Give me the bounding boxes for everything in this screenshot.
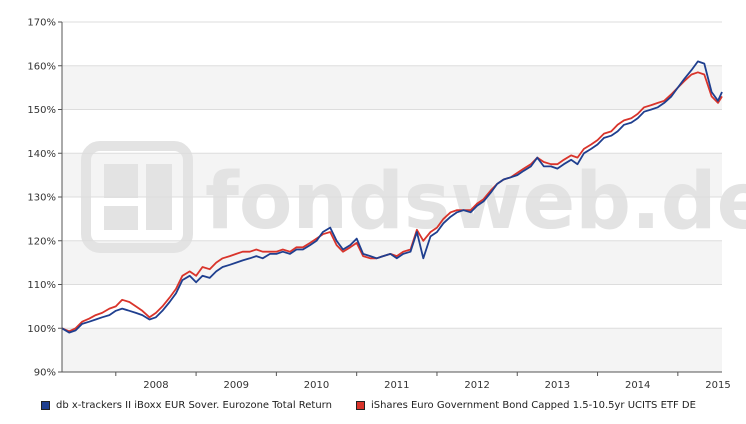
x-tick-label: 2009 [224, 380, 249, 391]
legend-label-series-2: iShares Euro Government Bond Capped 1.5-… [370, 400, 696, 411]
y-tick-label: 130% [27, 193, 56, 204]
series-line-1 [61, 60, 723, 334]
legend-item-series-2[interactable]: iShares Euro Government Bond Capped 1.5-… [355, 400, 696, 411]
plot-band [62, 22, 722, 66]
x-tick-label: 2014 [625, 380, 650, 391]
x-tick-label: 2010 [304, 380, 329, 391]
x-tick-label: 2008 [143, 380, 168, 391]
y-tick-label: 120% [27, 236, 56, 247]
legend-swatch-series-2 [355, 401, 365, 410]
series-line-2 [61, 71, 723, 333]
plot-band [62, 284, 722, 329]
y-tick-label: 160% [27, 61, 56, 72]
y-tick-label: 140% [27, 149, 56, 160]
y-tick-label: 110% [27, 280, 56, 291]
legend-label-series-1: db x-trackers II iBoxx EUR Sover. Eurozo… [56, 400, 332, 411]
plot-band [62, 65, 722, 110]
x-tick-label: 2012 [464, 380, 489, 391]
axes [58, 21, 722, 376]
x-tick-label: 2013 [545, 380, 570, 391]
watermark-text: fondsweb.de [205, 157, 746, 247]
y-tick-labels: 90% 100% 110% 120% 130% 140% 150% 160% 170% [27, 18, 56, 379]
legend: db x-trackers II iBoxx EUR Sover. Eurozo… [41, 400, 696, 411]
y-tick-label: 90% [34, 368, 56, 379]
plot-band [62, 328, 722, 372]
x-tick-label: 2011 [384, 380, 409, 391]
series-lines [61, 60, 723, 334]
legend-item-series-1[interactable]: db x-trackers II iBoxx EUR Sover. Eurozo… [41, 400, 332, 411]
x-tick-labels: 2008 2009 2010 2011 2012 2013 2014 2015 [143, 380, 730, 391]
y-tick-label: 100% [27, 324, 56, 335]
x-tick-label: 2015 [705, 380, 730, 391]
y-tick-label: 150% [27, 105, 56, 116]
y-tick-label: 170% [27, 18, 56, 29]
legend-swatch-series-1 [41, 401, 50, 410]
